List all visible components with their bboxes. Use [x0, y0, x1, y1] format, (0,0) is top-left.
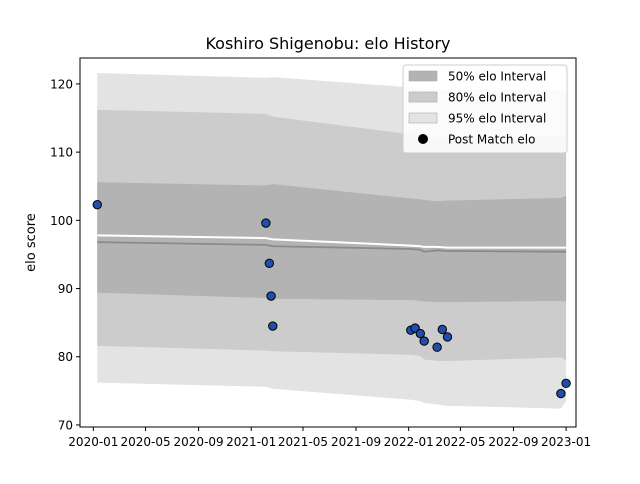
y-axis: 70 80 90 100 110 120 [50, 77, 80, 432]
y-tick-label: 120 [50, 77, 73, 91]
legend: 50% elo Interval 80% elo Interval 95% elo … [402, 64, 568, 154]
data-point [261, 218, 271, 228]
data-point [268, 321, 278, 331]
legend-swatch-95 [408, 112, 438, 124]
legend-swatch-50 [408, 70, 438, 82]
legend-label: 95% elo Interval [448, 112, 546, 126]
data-point [432, 342, 442, 352]
trend-lines [97, 234, 567, 253]
legend-label: Post Match elo [448, 133, 535, 147]
data-points [92, 199, 571, 399]
x-axis: 2020-01 2020-05 2020-09 2021-01 2021-05 2021-… [68, 427, 591, 449]
y-tick-label: 80 [58, 350, 73, 364]
y-tick-label: 100 [50, 214, 73, 228]
y-tick-label: 70 [58, 418, 73, 432]
x-tick-label: 2021-05 [278, 435, 328, 449]
chart-title: Koshiro Shigenobu: elo History [205, 34, 450, 53]
x-tick-label: 2020-01 [68, 435, 118, 449]
x-tick-label: 2022-09 [488, 435, 538, 449]
x-tick-label: 2022-01 [384, 435, 434, 449]
data-point [442, 332, 453, 342]
legend-label: 50% elo Interval [448, 70, 546, 84]
data-point [561, 378, 571, 389]
x-tick-label: 2021-01 [226, 435, 276, 449]
data-point [556, 388, 566, 399]
data-point [92, 199, 102, 210]
legend-label: 80% elo Interval [448, 91, 546, 105]
data-point [264, 258, 275, 268]
legend-box [402, 64, 568, 154]
data-point [437, 324, 447, 335]
data-point [419, 336, 429, 346]
y-axis-label: elo score [24, 213, 39, 272]
x-tick-label: 2020-05 [120, 435, 170, 449]
median-line [97, 241, 567, 253]
plot-frame [79, 57, 577, 428]
x-tick-label: 2023-01 [541, 435, 591, 449]
legend-marker [418, 134, 428, 144]
data-point [415, 328, 425, 339]
x-tick-label: 2021-09 [331, 435, 381, 449]
data-point [266, 291, 276, 301]
x-tick-label: 2022-05 [435, 435, 485, 449]
mean-line [97, 234, 567, 249]
legend-swatch-80 [408, 91, 438, 103]
x-tick-label: 2020-09 [174, 435, 224, 449]
interval-bands [97, 73, 567, 409]
y-tick-label: 110 [50, 146, 73, 160]
y-tick-label: 90 [58, 282, 73, 296]
